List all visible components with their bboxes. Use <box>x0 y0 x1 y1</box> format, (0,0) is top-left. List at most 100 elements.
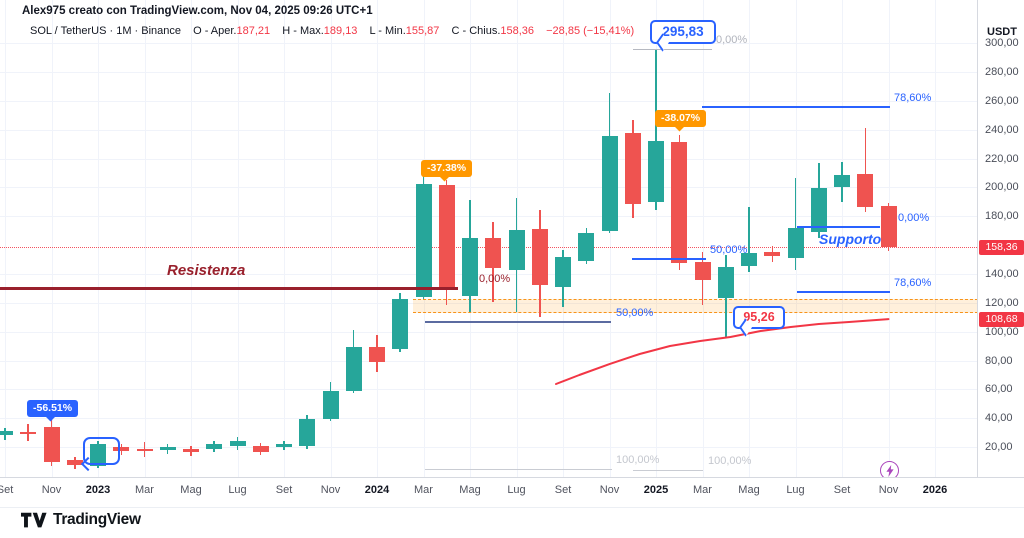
candle-wick <box>655 49 657 211</box>
h-gridline <box>0 129 977 131</box>
time-tick-label: Mar <box>135 484 154 496</box>
fib-level-label: 0,00% <box>898 212 930 224</box>
tradingview-logo[interactable]: TradingView <box>21 509 141 531</box>
percent-change-tag-blue[interactable]: -56.51% <box>27 400 79 422</box>
low-value: 155,87 <box>405 25 440 37</box>
time-tick-label: Lug <box>228 484 247 496</box>
close-label: C - Chius. <box>451 25 501 37</box>
price-callout-high[interactable]: 295,83 <box>650 20 716 52</box>
price-badge: 158,36 <box>979 239 1024 255</box>
fib-level-label: 78,60% <box>894 277 932 290</box>
time-tick-label: Nov <box>599 484 620 496</box>
price-callout-low[interactable]: 95,26 <box>733 306 785 337</box>
time-tick-label: Mag <box>459 484 481 496</box>
price-tick-label: 240,00 <box>985 123 1019 136</box>
h-gridline <box>0 187 977 189</box>
support-text-label[interactable]: Supporto <box>819 231 882 247</box>
fib-level-line[interactable] <box>797 291 890 293</box>
fib-level-line[interactable] <box>797 226 880 228</box>
percent-change-tag-orange-2[interactable]: -38.07% <box>655 110 707 132</box>
candle-body <box>857 174 874 207</box>
time-tick-label: 2025 <box>643 484 669 496</box>
candle-body <box>462 238 478 296</box>
high-value: 189,13 <box>323 25 358 37</box>
h-gridline <box>0 447 977 448</box>
candle-body <box>159 447 176 450</box>
fib-level-label: 100,00% <box>616 454 660 467</box>
candle-body <box>90 444 106 467</box>
candle-wick <box>748 207 750 272</box>
candle-body <box>0 431 13 435</box>
lightning-bolt-glyph <box>885 464 894 477</box>
symbol-legend[interactable]: SOL / TetherUS · 1M · Binance O - Aper.1… <box>30 25 634 37</box>
candle-body <box>787 228 804 259</box>
time-tick-label: Nov <box>41 484 62 496</box>
candle-body <box>113 447 130 451</box>
event-lightning-icon[interactable] <box>880 461 899 477</box>
candle-body <box>415 184 432 297</box>
candle-body <box>810 188 827 232</box>
price-tick-label: 280,00 <box>985 66 1019 78</box>
chart-header: Alex975 creato con TradingView.com, Nov … <box>0 0 977 46</box>
percent-change-tag-orange-1[interactable]: -37.38% <box>421 160 473 182</box>
candle-body <box>624 133 641 204</box>
candle-body <box>322 391 339 419</box>
fib-level-line[interactable] <box>633 48 712 50</box>
fib-level-line[interactable] <box>425 468 612 470</box>
chart-canvas[interactable]: Resistenza Supporto 295,83 95,26 -56.51%… <box>0 0 977 477</box>
candle-body <box>671 142 688 263</box>
price-tick-label: 220,00 <box>985 152 1019 165</box>
candle-body <box>741 253 757 266</box>
price-tick-label: 200,00 <box>985 181 1019 194</box>
fib-level-label: 50,00% <box>710 244 748 257</box>
price-callout-high-value: 295,83 <box>662 24 704 39</box>
h-gridline <box>0 302 977 304</box>
time-tick-label: Lug <box>507 484 526 496</box>
candle-body <box>648 140 664 202</box>
candle-body <box>508 230 525 271</box>
candle-body <box>43 427 60 462</box>
time-tick-label: Mag <box>738 484 760 496</box>
time-tick-label: Mar <box>693 484 712 496</box>
v-gridline <box>237 0 239 477</box>
price-axis[interactable]: USDT 300,00 280,00 260,00 240,00 220,00 200,0… <box>977 0 1024 477</box>
time-tick-label: 2023 <box>85 484 111 496</box>
v-gridline <box>702 0 704 477</box>
candle-body <box>299 419 316 446</box>
fib-level-line[interactable] <box>425 321 611 323</box>
time-tick-label: Set <box>554 484 572 496</box>
candle-body <box>206 444 223 449</box>
candle-body <box>601 136 618 231</box>
resistance-text-label[interactable]: Resistenza <box>167 262 246 279</box>
moving-average-line <box>555 318 890 385</box>
time-tick-label: 2024 <box>364 484 390 496</box>
fib-level-line[interactable] <box>632 258 706 261</box>
price-badge: 108,68 <box>979 311 1024 327</box>
v-gridline <box>609 0 611 477</box>
h-gridline <box>0 100 977 102</box>
fib-level-line[interactable] <box>633 469 703 471</box>
v-gridline <box>563 0 564 477</box>
candle-body <box>531 229 548 286</box>
h-gridline <box>0 331 977 333</box>
tradingview-logo-icon <box>21 512 47 527</box>
highlight-box-annotation[interactable] <box>80 437 120 472</box>
candle-body <box>252 446 269 453</box>
resistance-line[interactable] <box>0 287 458 290</box>
fib-level-label: 100,00% <box>708 455 752 468</box>
fib-level-line[interactable] <box>702 106 890 108</box>
h-gridline <box>0 43 977 45</box>
h-gridline <box>0 216 977 218</box>
candle-body <box>555 257 571 287</box>
v-gridline <box>330 0 332 477</box>
candle-body <box>880 205 897 248</box>
candle-body <box>20 432 37 434</box>
candle-body <box>66 460 83 465</box>
time-axis[interactable]: Set Nov 2023 Mar Mag Lug Set Nov 2024 Mar Mag Lug Se… <box>0 477 1024 508</box>
low-label: L - Min. <box>369 25 406 37</box>
support-zone-band[interactable] <box>413 299 977 313</box>
change-value: −28,85 (−15,41%) <box>546 25 635 37</box>
symbol-name[interactable]: SOL / TetherUS · 1M · Binance <box>30 25 182 37</box>
price-tick-label: 300,00 <box>985 37 1019 50</box>
